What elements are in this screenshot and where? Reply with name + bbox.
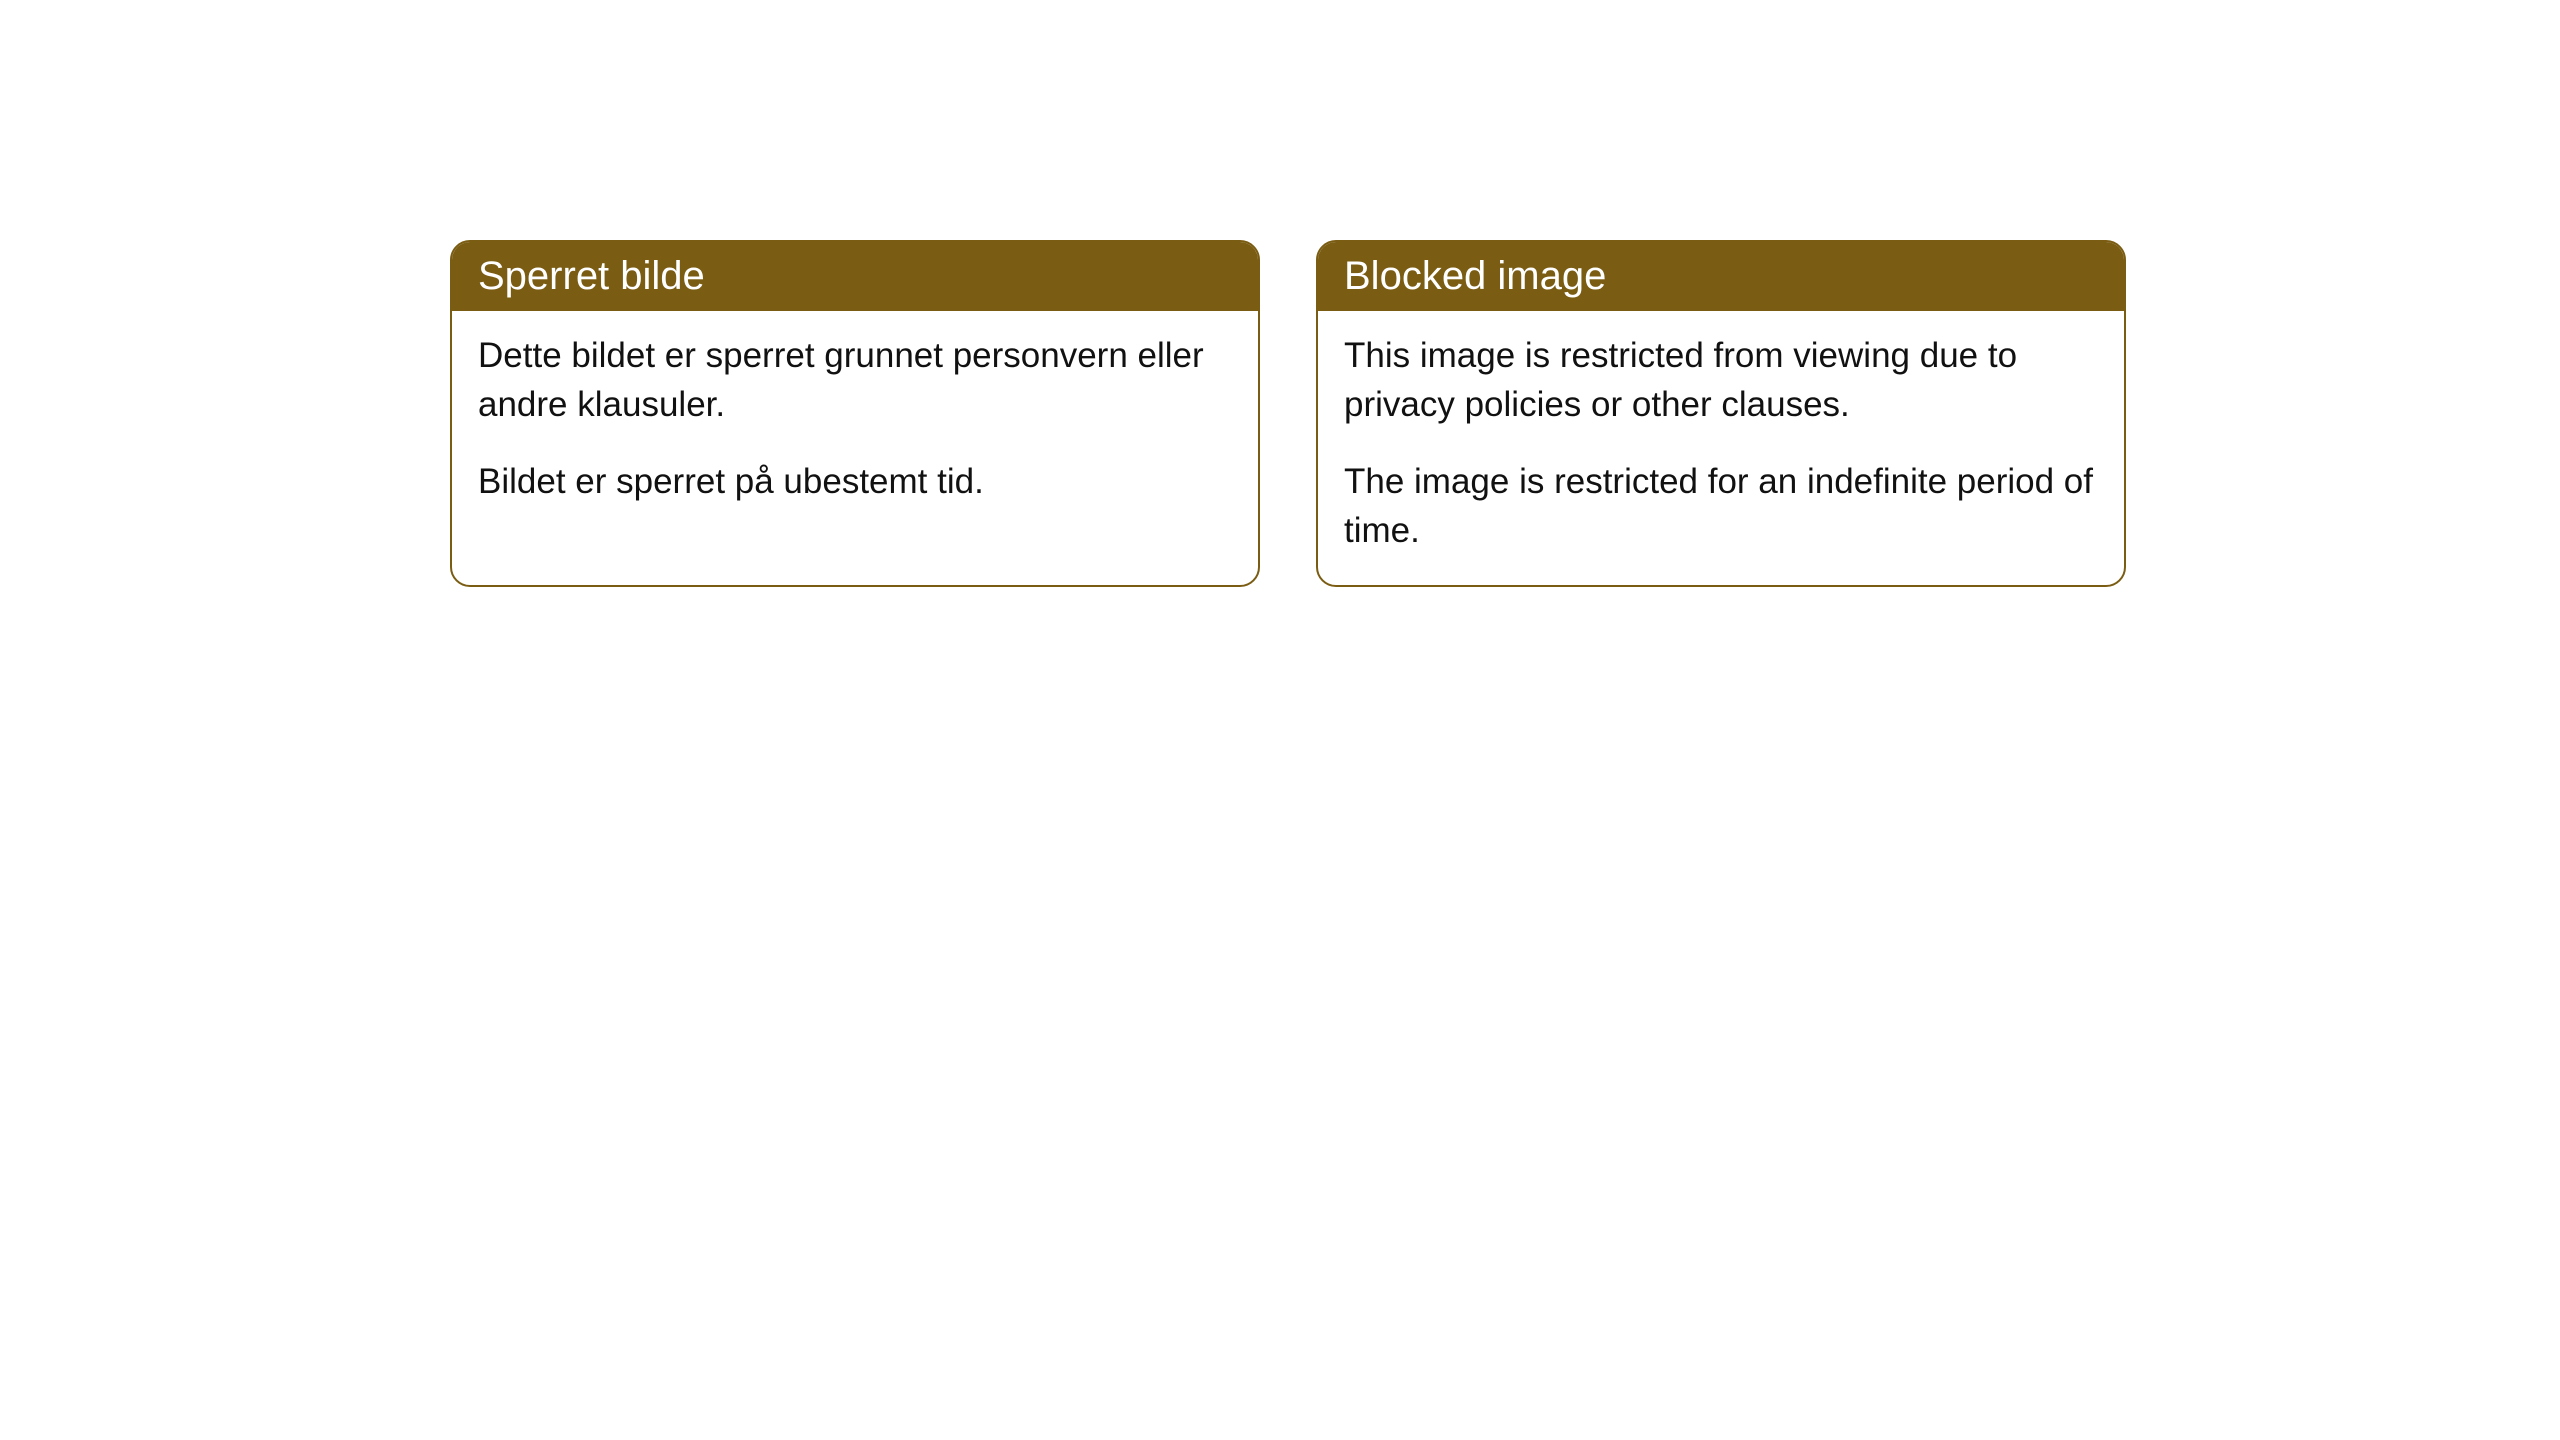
card-title-norwegian: Sperret bilde	[478, 254, 705, 298]
card-header-norwegian: Sperret bilde	[452, 242, 1258, 311]
card-paragraph-english-1: This image is restricted from viewing du…	[1344, 331, 2098, 429]
card-header-english: Blocked image	[1318, 242, 2124, 311]
card-title-english: Blocked image	[1344, 254, 1606, 298]
card-paragraph-norwegian-1: Dette bildet er sperret grunnet personve…	[478, 331, 1232, 429]
card-paragraph-english-2: The image is restricted for an indefinit…	[1344, 457, 2098, 555]
card-body-english: This image is restricted from viewing du…	[1318, 311, 2124, 585]
card-body-norwegian: Dette bildet er sperret grunnet personve…	[452, 311, 1258, 536]
blocked-image-card-english: Blocked image This image is restricted f…	[1316, 240, 2126, 587]
card-container: Sperret bilde Dette bildet er sperret gr…	[450, 240, 2126, 587]
blocked-image-card-norwegian: Sperret bilde Dette bildet er sperret gr…	[450, 240, 1260, 587]
card-paragraph-norwegian-2: Bildet er sperret på ubestemt tid.	[478, 457, 1232, 506]
